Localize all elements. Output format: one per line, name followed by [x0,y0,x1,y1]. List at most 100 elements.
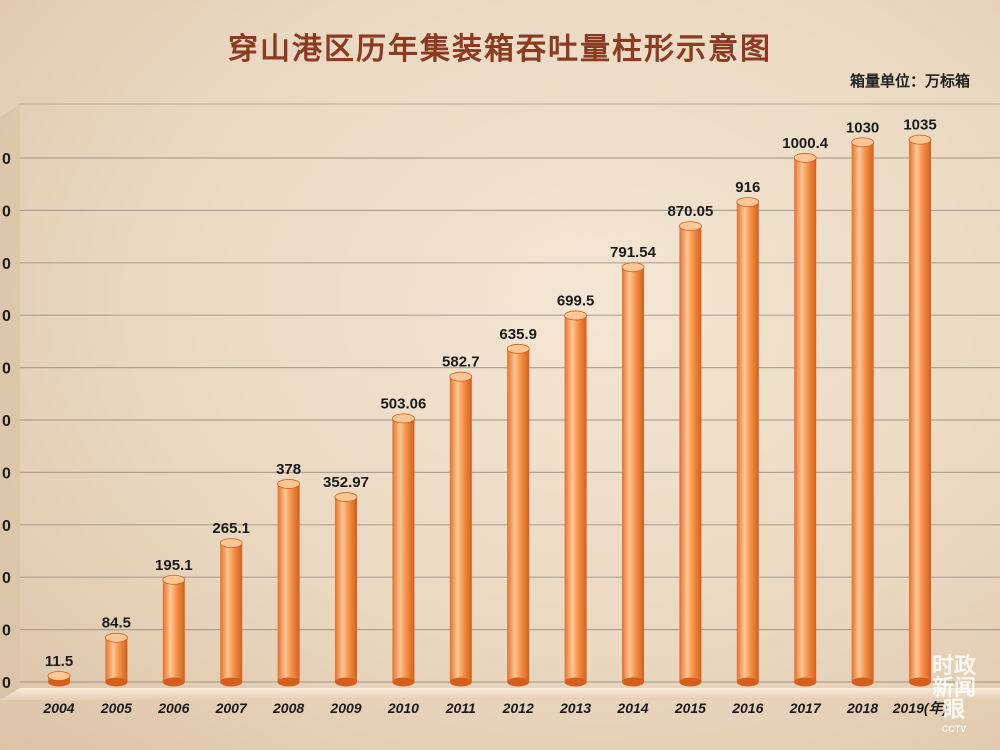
watermark-text: 时政新闻眼 [931,654,976,723]
x-tick-label: 2015 [674,700,706,716]
bar-value-label: 870.05 [667,203,713,220]
cctv-watermark: 时政新闻眼 CCTV [930,654,978,735]
bar-value-label: 352.97 [323,474,369,491]
y-tick-label: 0 [2,570,11,587]
y-tick-label: 0 [2,465,11,482]
bar-value-label: 503.06 [380,395,426,412]
bar-group: 352.97 [323,474,369,687]
bar-value-label: 1030 [846,119,879,136]
bar-group: 1000.4 [782,135,829,687]
bar-base [736,677,759,687]
bar-value-label: 195.1 [155,557,193,574]
x-tick-label: 2007 [215,700,248,716]
y-tick-label: 0 [2,623,11,640]
bar-value-label: 11.5 [45,653,73,670]
bar-group: 699.5 [557,292,595,687]
bar [909,139,931,682]
bar-base [220,677,243,687]
bar [105,637,128,682]
x-tick-label: 2018 [846,700,878,716]
bar-value-label: 635.9 [499,326,537,343]
x-tick-label: 2014 [616,700,648,716]
x-tick-label: 2008 [272,700,304,716]
bar-group: 1035 [903,117,937,687]
bar-base [794,677,817,687]
bar [449,376,472,682]
y-tick-label: 0 [2,675,11,692]
unit-label: 箱量单位：万标箱 [849,72,970,90]
bar [851,142,874,682]
bar-base [909,677,931,687]
bar-top [105,632,128,643]
y-tick-label: 0 [2,413,11,430]
bar-top [334,492,358,502]
bar-group: 11.5 [45,653,73,687]
chart-back-wall-left [0,104,20,700]
x-tick-label: 2005 [100,700,132,716]
bar-group: 1030 [846,119,879,687]
bar-top [736,197,760,207]
bar-base [679,677,702,687]
y-tick-label: 0 [2,518,11,535]
chart-title: 穿山港区历年集装箱吞吐量柱形示意图 [228,32,772,67]
bar-base [277,677,300,687]
bar [794,157,817,682]
bar-value-label: 84.5 [102,615,131,632]
bar-top [679,221,702,231]
x-tick-label: 2009 [329,700,361,716]
bar-group: 582.7 [442,354,480,687]
bar [392,418,415,682]
bar-top [793,152,817,163]
bar-value-label: 582.7 [442,354,480,371]
bar-base [335,677,357,687]
bar-base [392,677,415,687]
x-tick-label: 2019(年) [892,700,948,716]
bar-value-label: 1035 [903,117,936,134]
y-tick-label: 0 [2,203,11,220]
bar-top [506,343,530,354]
bar [736,202,759,683]
x-tick-label: 2012 [502,700,534,716]
bar-base [449,677,472,687]
bar [679,226,702,682]
bar [162,579,185,682]
bar-group: 195.1 [155,557,193,687]
x-tick-label: 2004 [42,700,74,716]
x-tick-label: 2013 [559,700,591,716]
bar-base [622,677,644,687]
bar-group: 378 [276,461,301,687]
bar-value-label: 265.1 [212,520,250,537]
y-tick-label: 0 [2,256,11,273]
bar-base [507,677,530,687]
bar-base [105,677,128,687]
watermark-logo-text: CCTV [941,724,967,734]
bar-group: 84.5 [102,615,131,687]
chart-floor [0,688,1000,700]
bar [277,483,300,682]
bar-group: 635.9 [499,326,537,687]
x-tick-label: 2010 [387,700,419,716]
bar-group: 916 [735,179,760,687]
x-tick-label: 2016 [731,700,763,716]
bar [220,543,243,682]
bar-value-label: 1000.4 [782,135,829,152]
bar [335,497,357,682]
y-tick-label: 0 [2,308,11,325]
bar-value-label: 916 [735,179,760,196]
bar-top [621,262,645,273]
x-tick-label: 2011 [445,700,476,716]
bar [564,315,587,682]
bar-value-label: 791.54 [610,244,657,261]
bar-top [564,310,587,321]
y-tick-label: 0 [2,361,11,378]
bar-base [851,677,874,687]
bar-value-label: 699.5 [557,292,595,309]
bar-top [47,671,71,681]
bar-top [908,134,932,145]
bar-top [219,538,243,548]
bar [507,348,530,682]
x-tick-label: 2017 [789,700,822,716]
y-tick-label: 0 [2,151,11,168]
